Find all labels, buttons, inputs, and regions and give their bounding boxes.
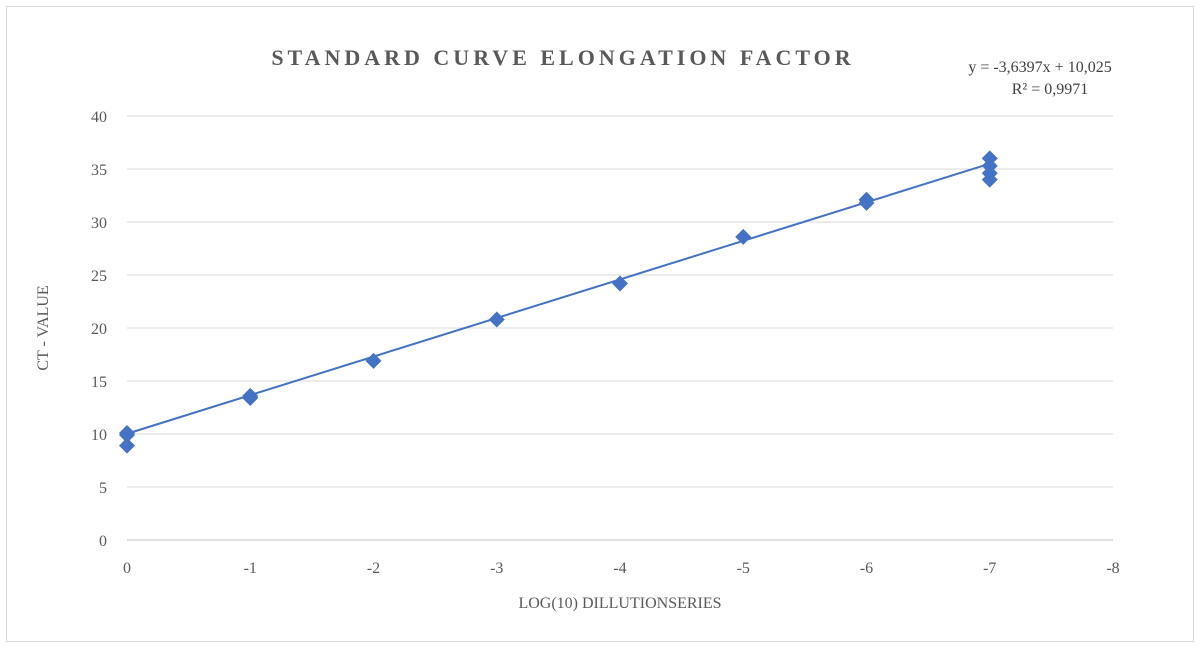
trendline-r-squared: R² = 0,9971	[1012, 81, 1089, 98]
x-tick-label: -5	[737, 560, 750, 577]
y-tick-label: 30	[91, 215, 107, 232]
chart-area	[6, 6, 1194, 642]
gridlines	[127, 115, 1113, 541]
x-tick-label: -3	[490, 560, 503, 577]
data-points	[119, 150, 998, 454]
data-point-marker	[119, 427, 135, 444]
trendline-group	[126, 162, 991, 435]
data-point-marker	[858, 194, 875, 211]
trendline-equation: y = -3,6397x + 10,025	[968, 59, 1111, 76]
data-point-marker	[242, 389, 259, 406]
x-tick-label: -8	[1106, 560, 1119, 577]
y-axis-label: CT - VALUE	[35, 285, 52, 370]
data-point-marker	[735, 228, 752, 245]
y-tick-label: 25	[91, 268, 107, 285]
x-tick-label: -7	[983, 560, 996, 577]
trendline	[126, 162, 991, 435]
y-tick-label: 10	[91, 427, 107, 444]
y-tick-label: 5	[99, 480, 107, 497]
x-tick-label: 0	[123, 560, 131, 577]
y-tick-labels: 0 5 10 15 20 25 30 35 40	[91, 109, 107, 550]
data-point-marker	[981, 171, 998, 188]
chart-title: STANDARD CURVE ELONGATION FACTOR	[271, 45, 854, 70]
y-tick-label: 20	[91, 321, 107, 338]
x-tick-labels: 0 -1 -2 -3 -4 -5 -6 -7 -8	[123, 560, 1120, 577]
y-tick-label: 0	[99, 533, 107, 550]
data-point-marker	[365, 352, 382, 369]
data-point-marker	[612, 275, 628, 292]
data-point-marker	[488, 311, 505, 328]
x-tick-label: -2	[367, 560, 380, 577]
data-point-marker	[119, 437, 135, 454]
x-tick-label: -1	[244, 560, 257, 577]
x-tick-label: -4	[613, 560, 626, 577]
y-tick-label: 15	[91, 374, 107, 391]
y-tick-label: 35	[91, 162, 107, 179]
y-tick-label: 40	[91, 109, 107, 126]
x-axis-label: LOG(10) DILLUTIONSERIES	[518, 595, 721, 612]
x-tick-label: -6	[860, 560, 873, 577]
